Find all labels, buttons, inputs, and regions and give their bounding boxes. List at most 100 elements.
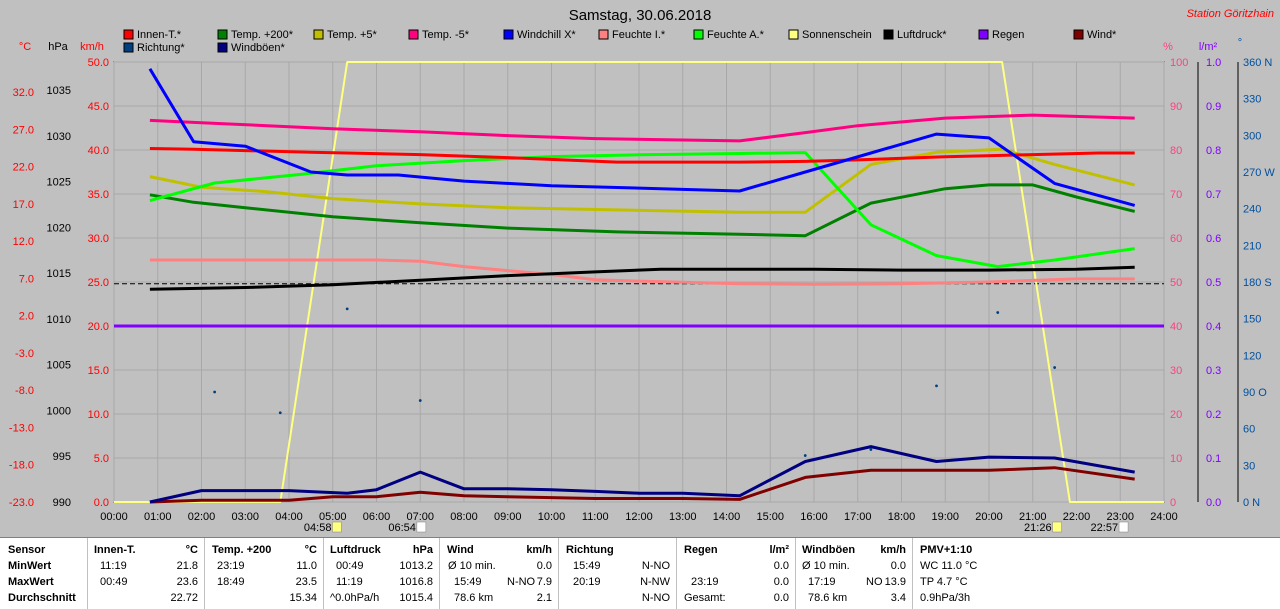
x-tick-label: 23:00 bbox=[1106, 511, 1134, 523]
stats-wind-unit: km/h bbox=[526, 544, 552, 556]
stats-luftdruck-max-val: 1016.8 bbox=[399, 576, 433, 588]
tick-wind_kmh: 30.0 bbox=[88, 233, 109, 245]
stats-col-pmv: PMV+1:10 WC 11.0 °C TP 4.7 °C 0.9hPa/3h bbox=[913, 538, 1280, 609]
tick-pressure_hpa: 1000 bbox=[47, 405, 71, 417]
x-tick-label: 11:00 bbox=[582, 511, 609, 523]
richtung-point bbox=[213, 390, 217, 394]
stats-richtung-header: Richtung bbox=[566, 544, 614, 556]
sun-marker-label: 06:54 bbox=[388, 522, 416, 534]
x-tick-label: 16:00 bbox=[800, 511, 828, 523]
stats-temp200-avg-val: 15.34 bbox=[289, 592, 317, 604]
stats-windboeen-avg10-label: Ø 10 min. bbox=[802, 560, 850, 572]
stats-pmv-windchill: WC 11.0 °C bbox=[920, 560, 978, 572]
sun-markers: 04:58 06:54 21:26 22:57 bbox=[304, 521, 1129, 534]
stats-temp200-max-time: 18:49 bbox=[217, 576, 245, 588]
stats-innen-min-time: 11:19 bbox=[100, 560, 127, 572]
tick-pressure_hpa: 1010 bbox=[47, 314, 71, 326]
tick-direction_deg: 300 bbox=[1243, 130, 1261, 142]
tick-temp_c: 27.0 bbox=[13, 124, 34, 136]
tick-pressure_hpa: 1020 bbox=[47, 222, 71, 234]
axis-unit-humidity: % bbox=[1163, 41, 1173, 53]
tick-rain_lm2: 0.3 bbox=[1206, 365, 1221, 377]
tick-temp_c: -18.0 bbox=[9, 460, 34, 472]
tick-wind_kmh: 0.0 bbox=[94, 497, 109, 509]
stats-innen-unit: °C bbox=[185, 544, 198, 556]
series-line bbox=[149, 183, 1136, 238]
tick-humidity_pct: 70 bbox=[1170, 189, 1182, 201]
stats-luftdruck-min-time: 00:49 bbox=[336, 560, 364, 572]
stats-wind-avg10-label: Ø 10 min. bbox=[448, 560, 496, 572]
sun-marker-icon bbox=[332, 521, 342, 533]
stats-luftdruck-trend: ^0.0hPa/h bbox=[330, 592, 380, 604]
axis-unit-wind: km/h bbox=[80, 41, 104, 53]
tick-direction_deg: 30 bbox=[1243, 460, 1255, 472]
stats-wind-max-val: 7.9 bbox=[536, 576, 552, 588]
stats-wind-max-time: 15:49 bbox=[454, 576, 482, 588]
stats-pmv-dewpoint: TP 4.7 °C bbox=[920, 576, 968, 588]
stats-regen-max-val: 0.0 bbox=[773, 576, 789, 588]
stats-luftdruck-max-time: 11:19 bbox=[336, 576, 363, 588]
stats-richtung-max-time: 20:19 bbox=[573, 576, 601, 588]
tick-rain_lm2: 0.8 bbox=[1206, 145, 1221, 157]
stats-wind-distance: 78.6 km bbox=[454, 592, 494, 604]
stats-temp200-max-val: 23.5 bbox=[295, 576, 317, 588]
sun-marker-icon bbox=[1118, 521, 1129, 533]
sun-marker-label: 21:26 bbox=[1024, 522, 1052, 534]
stats-col-wind: Wind km/h Ø 10 min. 0.0 15:49 N-NO 7.9 7… bbox=[440, 538, 559, 609]
stats-innen-header: Innen-T. bbox=[94, 544, 136, 556]
axis-unit-direction: ° bbox=[1238, 37, 1242, 49]
x-tick-label: 19:00 bbox=[931, 511, 959, 523]
tick-direction_deg: 330 bbox=[1243, 94, 1261, 106]
tick-humidity_pct: 80 bbox=[1170, 145, 1182, 157]
tick-temp_c: 22.0 bbox=[13, 162, 34, 174]
stats-regen-total-val: 0.0 bbox=[773, 592, 789, 604]
x-tick-label: 20:00 bbox=[975, 511, 1003, 523]
tick-pressure_hpa: 1005 bbox=[47, 360, 71, 372]
legend-label: Temp. +200* bbox=[231, 29, 294, 41]
legend-swatch bbox=[217, 42, 228, 53]
tick-humidity_pct: 50 bbox=[1170, 277, 1182, 289]
stats-richtung-avg-val: N-NO bbox=[641, 592, 670, 604]
stats-windboeen-distance: 78.6 km bbox=[808, 592, 848, 604]
legend-label: Wind* bbox=[1087, 29, 1117, 41]
tick-temp_c: -23.0 bbox=[9, 497, 34, 509]
stats-wind-max-dir: N-NO bbox=[507, 576, 536, 588]
tick-pressure_hpa: 990 bbox=[53, 497, 71, 509]
tick-humidity_pct: 0 bbox=[1170, 497, 1176, 509]
tick-rain_lm2: 0.1 bbox=[1206, 453, 1221, 465]
tick-direction_deg: 90 O bbox=[1243, 387, 1267, 399]
tick-direction_deg: 150 bbox=[1243, 314, 1261, 326]
x-tick-label: 06:00 bbox=[363, 511, 391, 523]
stats-panel: Sensor MinWert MaxWert Durchschnitt Inne… bbox=[0, 537, 1280, 609]
tick-wind_kmh: 5.0 bbox=[94, 453, 109, 465]
series-line bbox=[148, 68, 1136, 207]
tick-temp_c: -3.0 bbox=[15, 348, 34, 360]
stats-col-windboeen: Windböen km/h Ø 10 min. 0.0 17:19 NO 13.… bbox=[796, 538, 913, 609]
stats-col-richtung: Richtung 15:49 N-NO 20:19 N-NW N-NO bbox=[559, 538, 677, 609]
legend-label: Luftdruck* bbox=[897, 29, 947, 41]
axis-unit-temp: °C bbox=[19, 41, 31, 53]
stats-luftdruck-unit: hPa bbox=[412, 544, 433, 556]
stats-col-sensor: Sensor MinWert MaxWert Durchschnitt bbox=[0, 538, 88, 609]
x-tick-label: 03:00 bbox=[231, 511, 259, 523]
richtung-point bbox=[996, 311, 1000, 314]
series-line bbox=[149, 147, 1136, 214]
stats-pmv-trend: 0.9hPa/3h bbox=[920, 592, 971, 604]
x-tick-label: 09:00 bbox=[494, 511, 522, 523]
tick-temp_c: -13.0 bbox=[9, 422, 34, 434]
x-tick-label: 17:00 bbox=[844, 511, 872, 523]
legend-swatch bbox=[598, 29, 609, 40]
legend-label: Temp. +5* bbox=[327, 29, 378, 41]
legend-label: Sonnenschein bbox=[802, 29, 872, 41]
x-tick-label: 02:00 bbox=[188, 511, 216, 523]
stats-temp200-header: Temp. +200 bbox=[212, 544, 272, 556]
stats-innen-max-time: 00:49 bbox=[100, 576, 128, 588]
tick-temp_c: 2.0 bbox=[19, 311, 34, 323]
tick-pressure_hpa: 1025 bbox=[47, 177, 71, 189]
richtung-point bbox=[418, 399, 422, 402]
series-line bbox=[149, 147, 1135, 164]
stats-richtung-min-time: 15:49 bbox=[573, 560, 601, 572]
tick-direction_deg: 240 bbox=[1243, 204, 1261, 216]
sun-marker-label: 04:58 bbox=[304, 522, 332, 534]
stats-sensor-header: Sensor bbox=[8, 544, 46, 556]
